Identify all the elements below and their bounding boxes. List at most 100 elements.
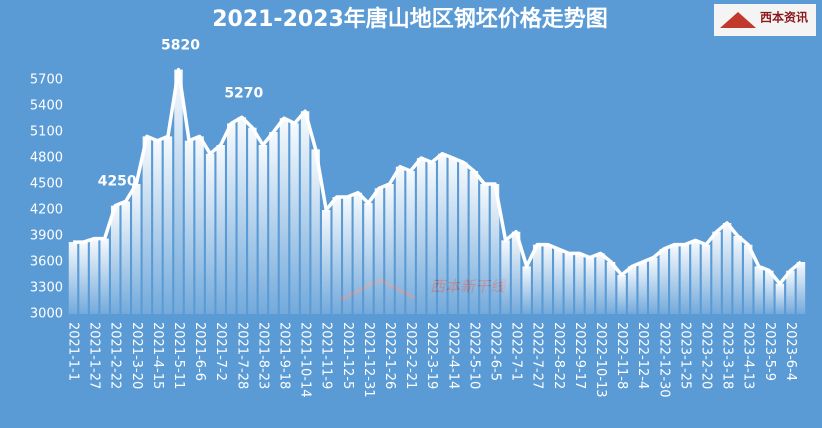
- bar: [754, 266, 763, 314]
- y-tick-label: 4500: [30, 177, 63, 192]
- bar: [701, 244, 711, 314]
- x-tick-label: 2022-4-14: [445, 322, 460, 389]
- bar: [459, 162, 468, 314]
- x-tick-label: 2023-2-20: [699, 322, 714, 389]
- bar: [142, 136, 152, 314]
- logo-text: 西本资讯: [760, 10, 808, 25]
- x-tick-label: 2021-1-27: [87, 322, 102, 389]
- bar: [680, 244, 690, 314]
- bar: [406, 171, 415, 314]
- bar: [353, 192, 363, 314]
- x-tick-label: 2023-1-25: [677, 322, 692, 389]
- x-tick-label: 2022-6-5: [488, 322, 503, 381]
- bar: [100, 238, 109, 314]
- bar: [248, 127, 257, 314]
- x-tick-label: 2022-8-22: [551, 322, 566, 389]
- x-tick-label: 2021-7-2: [213, 322, 228, 381]
- logo-icon: [720, 12, 756, 28]
- bar: [532, 244, 542, 314]
- bar: [596, 253, 605, 314]
- bar: [490, 184, 500, 314]
- bar: [374, 188, 384, 314]
- bar: [279, 118, 289, 315]
- bar: [227, 123, 236, 315]
- x-tick-label: 2023-6-4: [783, 322, 798, 381]
- bar: [585, 257, 595, 314]
- bar: [311, 149, 320, 314]
- bar: [290, 123, 299, 315]
- x-tick-label: 2022-7-1: [509, 322, 524, 381]
- x-tick-label: 2021-2-22: [108, 322, 123, 389]
- y-tick-label: 4200: [30, 203, 63, 218]
- x-tick-label: 2022-1-26: [382, 322, 397, 389]
- bar: [659, 249, 669, 314]
- bar: [775, 283, 785, 314]
- x-tick-label: 2022-5-10: [466, 322, 481, 389]
- x-tick-label: 2021-12-31: [361, 322, 376, 398]
- bar: [121, 201, 130, 314]
- data-label: 5270: [224, 85, 263, 101]
- price-line: [73, 67, 803, 286]
- bar: [416, 158, 426, 314]
- y-tick-label: 3000: [30, 307, 63, 322]
- x-tick-label: 2021-12-5: [340, 322, 355, 389]
- bar: [195, 136, 204, 314]
- bar: [691, 240, 700, 314]
- bar: [163, 136, 173, 314]
- bar: [364, 203, 373, 314]
- bar: [79, 242, 88, 314]
- y-tick-label: 5400: [30, 99, 63, 114]
- x-tick-label: 2021-9-18: [277, 322, 292, 389]
- bar: [638, 262, 647, 314]
- bar: [237, 117, 247, 314]
- x-tick-label: 2021-3-20: [129, 322, 144, 389]
- bar: [564, 253, 574, 314]
- bar: [543, 244, 552, 314]
- y-tick-label: 3300: [30, 281, 63, 296]
- bar: [205, 153, 215, 314]
- bar: [511, 231, 521, 314]
- bar: [153, 140, 162, 314]
- data-label: 5820: [161, 38, 200, 54]
- bar: [575, 253, 584, 314]
- y-tick-label: 5100: [30, 125, 63, 140]
- bar: [448, 158, 458, 314]
- x-tick-label: 2022-7-27: [530, 322, 545, 389]
- y-tick-label: 3900: [30, 229, 63, 244]
- bar: [649, 257, 658, 314]
- bar: [501, 240, 510, 314]
- x-tick-label: 2022-3-19: [424, 322, 439, 389]
- bar: [522, 266, 531, 314]
- bar: [184, 140, 194, 314]
- x-tick-label: 2022-10-13: [593, 322, 608, 398]
- bar: [385, 184, 394, 314]
- x-tick-label: 2021-8-23: [255, 322, 270, 389]
- x-tick-label: 2021-1-1: [66, 322, 81, 381]
- data-label: 4250: [98, 174, 137, 190]
- bar: [670, 244, 679, 314]
- bar: [617, 275, 626, 314]
- bar: [395, 166, 405, 314]
- bar: [343, 197, 352, 314]
- bar: [796, 262, 806, 314]
- bar: [269, 132, 278, 314]
- bar: [258, 145, 268, 314]
- bar: [733, 236, 742, 314]
- bar: [132, 184, 141, 314]
- x-tick-label: 2021-5-11: [171, 322, 186, 389]
- bar: [627, 266, 637, 314]
- x-tick-label: 2022-12-30: [656, 322, 671, 398]
- bar: [712, 231, 721, 314]
- x-tick-label: 2021-4-15: [150, 322, 165, 389]
- bar: [216, 145, 225, 314]
- x-tick-label: 2021-10-14: [298, 322, 313, 398]
- bar: [606, 262, 616, 314]
- bar: [68, 242, 78, 314]
- bar: [480, 184, 489, 314]
- x-tick-label: 2022-11-8: [614, 322, 629, 389]
- y-tick-label: 3600: [30, 255, 63, 270]
- bar: [743, 244, 753, 314]
- bar: [469, 171, 479, 314]
